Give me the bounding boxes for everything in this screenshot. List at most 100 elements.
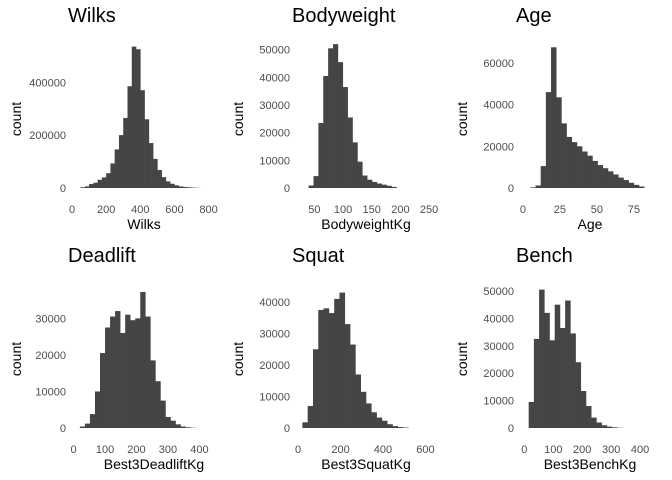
x-tick-label: 50	[308, 204, 320, 216]
histogram-bar	[613, 174, 619, 188]
histogram-bar	[328, 313, 335, 428]
y-tick-label: 10000	[483, 396, 514, 408]
x-tick-label: 0	[71, 444, 77, 456]
x-tick-label: 100	[96, 444, 114, 456]
x-tick-label: 800	[199, 204, 217, 216]
x-tick-label: 200	[127, 444, 145, 456]
histogram-bar	[533, 338, 540, 428]
y-tick-label: 20000	[483, 368, 514, 380]
y-tick-label: 40000	[483, 313, 514, 325]
histogram-bar	[148, 143, 154, 188]
y-tick-label: 40000	[483, 100, 514, 112]
histogram-bar	[607, 171, 614, 188]
histogram-bar	[155, 381, 161, 428]
histogram-bar	[596, 422, 602, 428]
y-tick-label: 30000	[259, 329, 290, 341]
histogram-bar	[618, 177, 624, 188]
histogram-bar	[597, 165, 604, 188]
histogram-bar	[170, 420, 176, 428]
histogram-bar	[561, 123, 567, 188]
histogram-bar	[362, 175, 368, 188]
histogram-bar	[601, 425, 608, 428]
histogram-bar	[180, 426, 186, 428]
y-tick-label: 0	[284, 423, 290, 435]
histogram-bar	[323, 308, 330, 428]
x-tick-label: 25	[554, 204, 566, 216]
histogram-bar	[633, 184, 640, 188]
histogram-bar	[376, 183, 383, 188]
y-tick-label: 40000	[259, 72, 290, 84]
histogram-bar	[623, 180, 629, 188]
histogram-bar	[535, 185, 541, 188]
histogram-bar	[307, 405, 314, 428]
histogram-bar	[84, 186, 90, 188]
histogram-bar	[182, 186, 188, 188]
histogram-bar	[355, 374, 361, 428]
y-tick-label: 30000	[483, 341, 514, 353]
y-tick-label: 10000	[35, 386, 66, 398]
x-tick-label: 0	[520, 204, 526, 216]
histogram-bar	[178, 186, 184, 188]
histogram-bar	[136, 49, 141, 188]
y-tick-label: 30000	[35, 313, 66, 325]
histogram-bar	[528, 401, 535, 428]
histogram-bar	[367, 179, 373, 188]
histogram-bar	[79, 426, 86, 428]
histogram-bar	[545, 92, 552, 188]
x-tick-label: 200	[331, 444, 349, 456]
histogram-bar	[80, 187, 86, 188]
x-tick-label: 300	[159, 444, 177, 456]
chart-title: Bodyweight	[292, 5, 396, 27]
histogram-bar	[357, 161, 363, 188]
histogram-bar	[391, 186, 397, 188]
y-tick-label: 30000	[259, 100, 290, 112]
histogram-bar	[575, 362, 582, 428]
histogram-bar	[352, 142, 358, 188]
x-tick-label: 200	[97, 204, 115, 216]
histogram-bar	[145, 316, 151, 428]
chart-title: Age	[516, 5, 552, 27]
histogram-bar	[539, 289, 545, 428]
histogram-bar	[97, 179, 103, 188]
chart-title: Bench	[516, 245, 573, 267]
histogram-bar	[89, 414, 96, 428]
histogram-bar	[140, 292, 146, 428]
histogram-bar	[549, 340, 556, 428]
histogram-bar	[101, 177, 107, 188]
histogram-bar	[551, 47, 557, 188]
histogram-bar	[591, 417, 597, 428]
histogram-bar	[150, 360, 156, 428]
y-tick-label: 0	[284, 183, 290, 195]
histogram-bar	[161, 177, 167, 188]
histogram-bar	[131, 46, 137, 188]
histogram-bar	[313, 176, 319, 188]
y-tick-label: 20000	[35, 350, 66, 362]
histogram-bar	[118, 135, 124, 188]
histogram-bar	[582, 151, 588, 188]
histogram-bar	[366, 403, 372, 428]
x-axis-label: Age	[577, 216, 603, 232]
histogram-bar	[125, 314, 131, 428]
histogram-bar	[318, 309, 324, 428]
histogram-bar	[360, 391, 367, 428]
histogram-bar	[312, 349, 319, 428]
histogram-bar	[556, 97, 562, 188]
histogram-bar	[160, 400, 166, 428]
x-tick-label: 100	[334, 204, 352, 216]
histogram-bar	[165, 181, 171, 188]
histogram-bar	[585, 406, 592, 428]
y-tick-label: 0	[60, 183, 66, 195]
y-tick-label: 20000	[483, 141, 514, 153]
histogram-bar	[93, 182, 98, 188]
histogram-bar	[110, 316, 116, 428]
histogram-bar	[115, 311, 121, 428]
histogram-bar	[89, 184, 94, 188]
y-tick-label: 0	[60, 423, 66, 435]
x-tick-label: 400	[374, 444, 392, 456]
histogram-bar	[376, 417, 383, 428]
histogram-bar	[105, 327, 111, 428]
